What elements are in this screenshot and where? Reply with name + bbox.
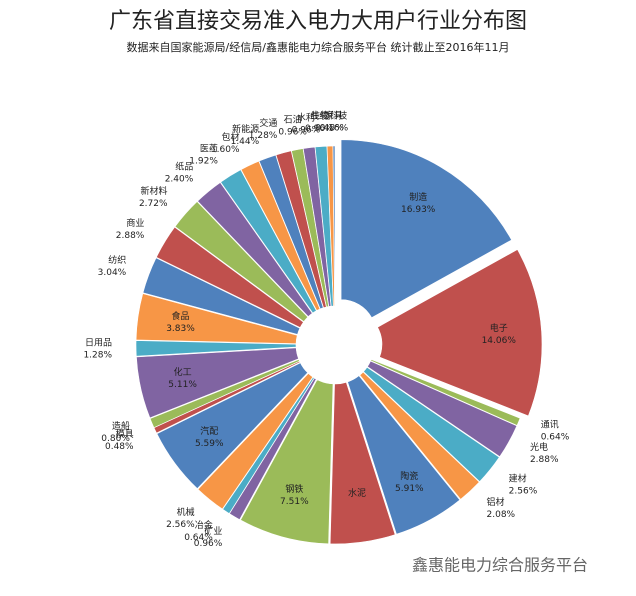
pie-slice bbox=[220, 169, 317, 314]
value-label: 5.91% bbox=[395, 484, 424, 494]
pie-slice bbox=[363, 366, 500, 483]
pie-slice bbox=[367, 360, 518, 458]
slice-label: 日用品 bbox=[85, 337, 112, 348]
value-label: 3.04% bbox=[98, 268, 127, 278]
slice-label: 纸品 bbox=[175, 160, 193, 172]
value-label: 0.80% bbox=[101, 434, 130, 444]
value-label: 0.96% bbox=[305, 124, 334, 134]
value-label: 0.16% bbox=[320, 124, 349, 134]
value-label: 2.56% bbox=[509, 486, 538, 496]
slice-label: 机械 bbox=[177, 506, 195, 518]
pie-slice bbox=[240, 379, 334, 545]
value-label: 5.59% bbox=[195, 439, 224, 449]
slice-label: 交通 bbox=[259, 117, 277, 129]
value-label: 1.44% bbox=[231, 137, 260, 147]
slice-label: 医药 bbox=[200, 144, 218, 155]
pie-slice bbox=[156, 362, 309, 490]
value-label: 7.51% bbox=[280, 497, 309, 507]
pie-slice bbox=[332, 145, 336, 307]
slice-label: 包材 bbox=[222, 131, 240, 143]
pie-slice bbox=[222, 376, 315, 514]
slice-label: 电子 bbox=[490, 322, 508, 334]
slice-label: 商业 bbox=[126, 217, 144, 229]
value-label: 16.93% bbox=[401, 205, 436, 215]
value-label: 2.88% bbox=[116, 231, 145, 241]
pie-slice bbox=[340, 139, 512, 319]
value-label: 2.40% bbox=[165, 174, 194, 184]
pie-slice bbox=[197, 182, 313, 318]
slice-label: 家具 bbox=[325, 110, 343, 122]
pie-slice bbox=[136, 347, 299, 419]
pie-slice bbox=[359, 371, 480, 500]
value-label: 2.72% bbox=[139, 199, 168, 209]
slice-label: 光电 bbox=[530, 441, 548, 453]
value-label: 2.08% bbox=[487, 510, 516, 520]
value-label: 0.64% bbox=[541, 433, 570, 443]
slice-label: 纺织 bbox=[108, 254, 126, 266]
pie-slice bbox=[240, 160, 321, 311]
chart-title: 广东省直接交易准入电力大用户行业分布图 bbox=[109, 9, 527, 34]
slice-label: 模具 bbox=[116, 429, 134, 440]
slice-label: 铝材 bbox=[487, 496, 505, 508]
pie-slice bbox=[370, 359, 521, 426]
value-label: 1.28% bbox=[249, 131, 278, 141]
slice-label: 水泥 bbox=[348, 487, 366, 499]
slice-label: 新材料 bbox=[141, 185, 168, 197]
value-label: 0.48% bbox=[105, 442, 134, 452]
chart-subtitle: 数据来自国家能源局/经信局/鑫惠能电力综合服务平台 统计截止至2016年11月 bbox=[127, 40, 510, 54]
slice-label: 通讯 bbox=[541, 420, 559, 431]
pie: 制造16.93%电子14.06%通讯0.64%光电2.88%建材2.56%铝材2… bbox=[83, 110, 569, 549]
value-label: 0.64% bbox=[184, 533, 213, 543]
pie-slice bbox=[377, 249, 543, 417]
pie-slice bbox=[197, 373, 314, 510]
slice-label: 生物科技 bbox=[311, 110, 347, 122]
value-label: 1.28% bbox=[83, 350, 112, 360]
pie-slice bbox=[174, 201, 309, 322]
slice-label: 冶金 bbox=[195, 519, 213, 531]
watermark: 鑫惠能电力综合服务平台 bbox=[412, 556, 588, 575]
slice-label: 食品 bbox=[171, 310, 189, 322]
slice-label: 石油 bbox=[284, 114, 302, 126]
pie-slice bbox=[135, 340, 297, 357]
value-label: 1.92% bbox=[189, 157, 218, 167]
pie-slice bbox=[329, 381, 396, 545]
slice-label: 制造 bbox=[409, 191, 427, 203]
slice-label: 建材 bbox=[509, 472, 527, 484]
pie-slice bbox=[135, 293, 298, 344]
pie-slice bbox=[142, 257, 301, 335]
slice-label: 造船 bbox=[112, 420, 130, 432]
value-label: 0.96% bbox=[292, 125, 321, 135]
value-label: 14.06% bbox=[482, 336, 517, 346]
pie-slice bbox=[156, 226, 304, 328]
slice-label: 水利 bbox=[297, 111, 315, 123]
pie-slice bbox=[149, 359, 300, 428]
value-label: 0.96% bbox=[278, 128, 307, 138]
value-label: 2.56% bbox=[166, 520, 195, 530]
value-label: 3.83% bbox=[166, 324, 195, 334]
pie-slice bbox=[258, 154, 324, 310]
slice-label: 化工 bbox=[174, 366, 192, 378]
value-label: 0.48% bbox=[315, 124, 344, 134]
pie-slice bbox=[347, 375, 461, 535]
slice-label: 汽配 bbox=[200, 425, 218, 437]
slice-label: 矿业 bbox=[204, 525, 222, 537]
slice-label: 钢铁 bbox=[285, 483, 303, 495]
value-label: 2.88% bbox=[530, 455, 559, 465]
value-label: 0.96% bbox=[194, 539, 223, 549]
value-label: 1.60% bbox=[211, 145, 240, 155]
slice-label: 新能源 bbox=[232, 123, 259, 135]
value-label: 5.11% bbox=[168, 380, 197, 390]
slice-label: 陶瓷 bbox=[400, 470, 418, 482]
slice-label: 线缆 bbox=[310, 110, 328, 122]
